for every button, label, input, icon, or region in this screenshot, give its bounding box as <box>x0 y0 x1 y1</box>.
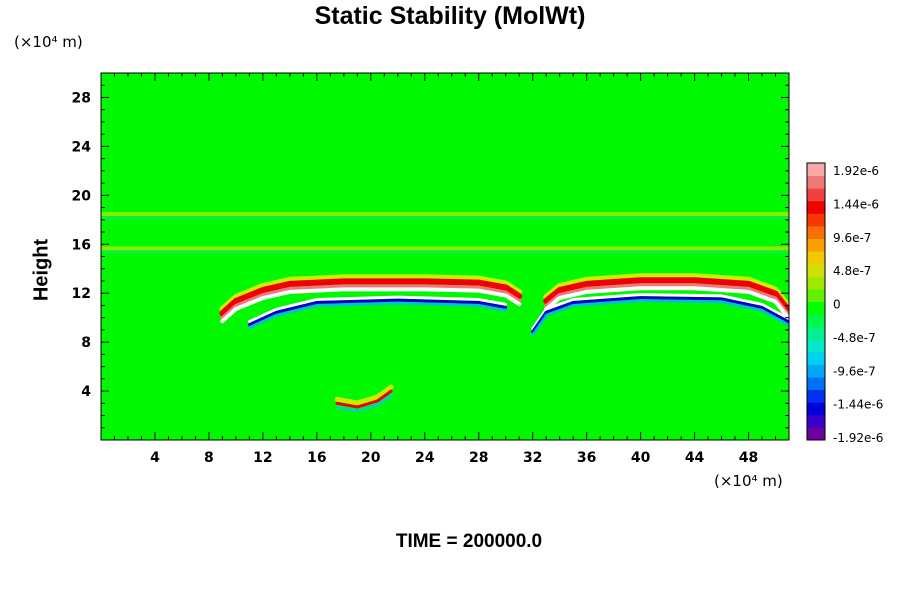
y-tick-label: 24 <box>72 139 92 155</box>
colorbar-label: -1.92e-6 <box>833 431 883 445</box>
colorbar-swatch <box>807 351 825 365</box>
colorbar-swatch <box>807 200 825 214</box>
colorbar-swatch <box>807 251 825 265</box>
colorbar-swatch <box>807 276 825 290</box>
x-axis-unit: (×10⁴ m) <box>714 472 783 490</box>
lower-wave-feature <box>334 384 394 413</box>
time-label: TIME = 200000.0 <box>395 531 543 552</box>
x-tick-label: 28 <box>469 450 488 466</box>
x-tick-label: 16 <box>307 450 326 466</box>
colorbar-swatch <box>807 213 825 227</box>
y-tick-label: 16 <box>72 237 91 253</box>
colorbar-label: 9.6e-7 <box>833 231 871 245</box>
chart-title: Static Stability (MolWt) <box>314 2 586 30</box>
colorbar-label: 4.8e-7 <box>833 264 871 278</box>
y-axis-unit: (×10⁴ m) <box>14 33 83 51</box>
colorbar-swatch <box>807 339 825 353</box>
upper-positive-band-right <box>543 273 789 321</box>
colorbar-label: -4.8e-7 <box>833 331 876 345</box>
colorbar-label: 1.44e-6 <box>833 197 879 211</box>
y-tick-label: 20 <box>72 188 92 204</box>
x-tick-label: 40 <box>631 450 651 466</box>
lower-negative-band-left <box>247 295 508 330</box>
colorbar-swatch <box>807 314 825 328</box>
colorbar-swatch <box>807 377 825 391</box>
colorbar-label: -9.6e-7 <box>833 364 876 378</box>
y-tick-label: 4 <box>81 384 91 400</box>
x-tick-label: 4 <box>150 450 160 466</box>
y-tick-label: 28 <box>72 90 91 106</box>
colorbar-swatch <box>807 301 825 315</box>
heatmap-field <box>101 73 789 440</box>
stable-layer-18 <box>101 212 789 220</box>
colorbar-label: 1.92e-6 <box>833 164 879 178</box>
colorbar-swatch <box>807 427 825 441</box>
x-tick-label: 24 <box>415 450 435 466</box>
colorbar-swatch <box>807 263 825 277</box>
colorbar-swatch <box>807 402 825 416</box>
colorbar-label: 0 <box>833 298 841 312</box>
lower-negative-band-right <box>531 293 789 337</box>
x-tick-label: 44 <box>685 450 705 466</box>
x-tick-label: 12 <box>253 450 272 466</box>
colorbar-swatch <box>807 175 825 189</box>
x-tick-label: 48 <box>739 450 758 466</box>
x-tick-label: 32 <box>523 450 542 466</box>
colorbar-swatch <box>807 389 825 403</box>
stable-layer-15 <box>101 246 789 254</box>
field-background <box>101 73 789 440</box>
colorbar-swatch <box>807 225 825 240</box>
colorbar-swatch <box>807 414 825 428</box>
x-tick-label: 8 <box>204 450 214 466</box>
upper-positive-band-left <box>219 274 523 324</box>
colorbar-swatch <box>807 163 825 177</box>
y-tick-label: 12 <box>72 286 91 302</box>
x-tick-label: 20 <box>361 450 381 466</box>
x-axis: 4 8 12 16 20 24 28 32 36 40 44 48 <box>113 73 790 466</box>
colorbar-swatch <box>807 238 825 252</box>
colorbar-label: -1.44e-6 <box>833 398 883 412</box>
y-tick-label: 8 <box>81 335 91 351</box>
x-tick-label: 36 <box>577 450 596 466</box>
colorbar-swatch <box>807 288 825 302</box>
colorbar-frame <box>806 162 826 441</box>
colorbar: 1.92e-6 1.44e-6 9.6e-7 4.8e-7 0 -4.8e-7 -9.6e-… <box>806 162 883 445</box>
colorbar-swatch <box>807 326 825 340</box>
colorbar-swatch <box>807 188 825 202</box>
y-axis: 4 8 12 16 20 24 28 <box>72 72 789 429</box>
colorbar-swatch <box>807 364 825 378</box>
